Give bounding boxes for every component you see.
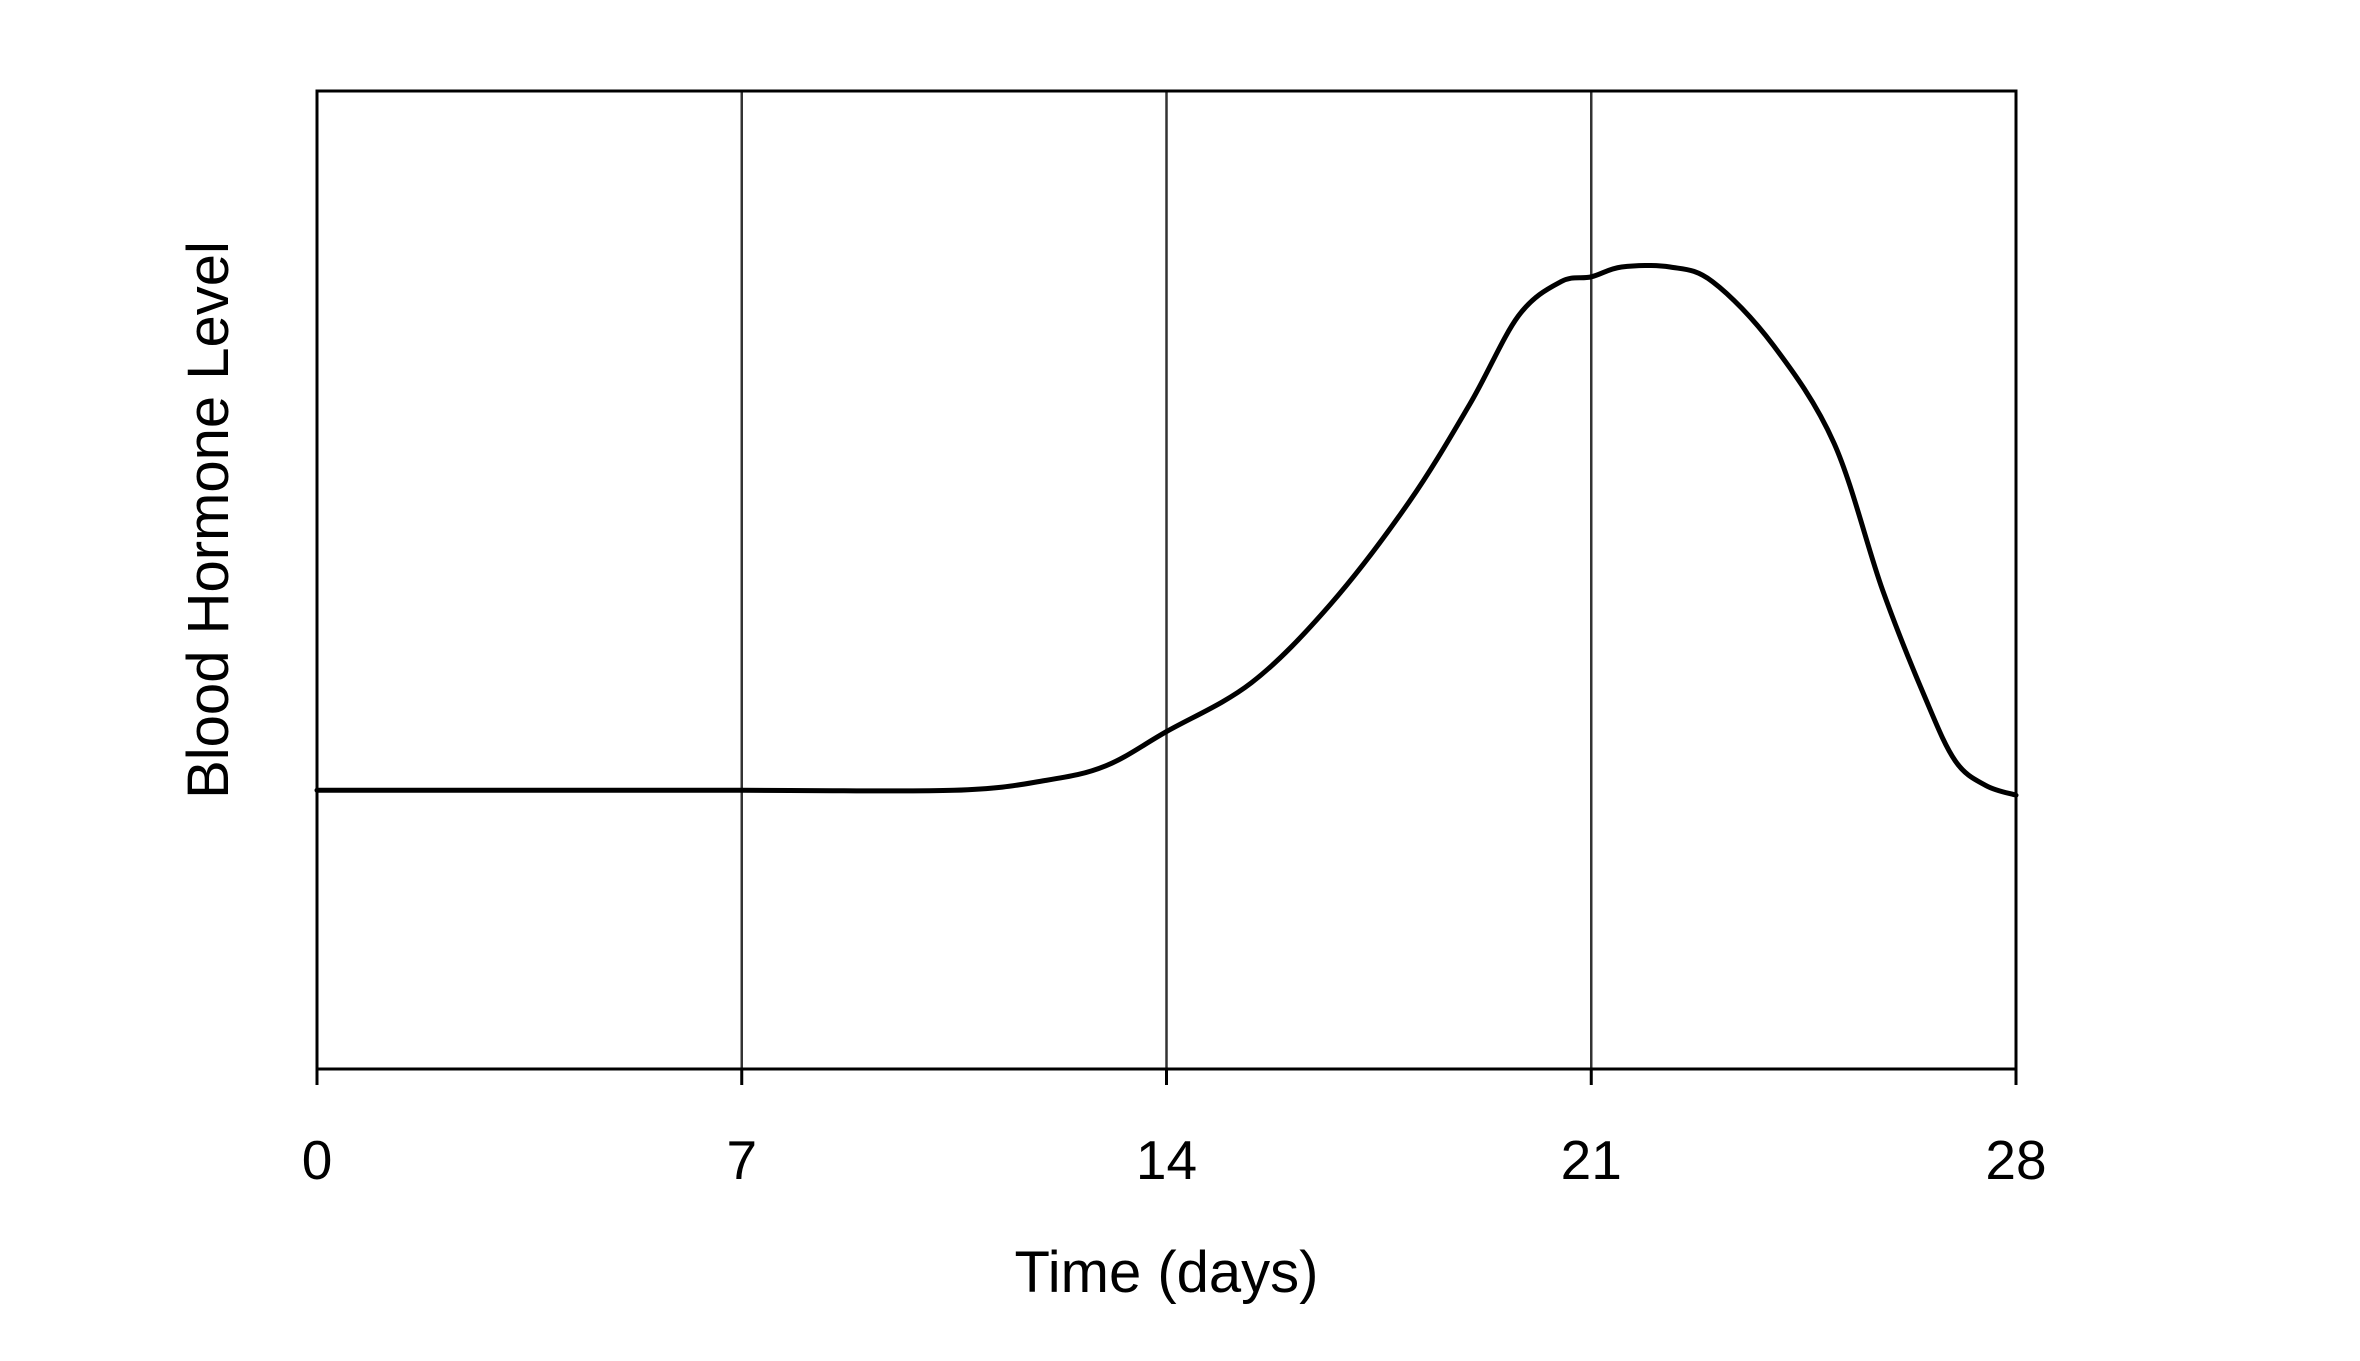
x-tick-label: 28 bbox=[1985, 1129, 2046, 1191]
x-axis-title: Time (days) bbox=[1015, 1240, 1319, 1305]
series-layer bbox=[314, 263, 2019, 798]
x-tick-label: 14 bbox=[1136, 1129, 1197, 1191]
x-tick-label: 7 bbox=[726, 1129, 757, 1191]
x-ticks: 0 7 14 21 28 bbox=[302, 1069, 2047, 1191]
y-axis-title: Blood Hormone Level bbox=[176, 241, 241, 799]
x-tick-label: 0 bbox=[302, 1129, 333, 1191]
gridlines bbox=[740, 91, 1593, 1069]
x-tick-label: 21 bbox=[1561, 1129, 1622, 1191]
hormone-level-line bbox=[314, 263, 2019, 798]
